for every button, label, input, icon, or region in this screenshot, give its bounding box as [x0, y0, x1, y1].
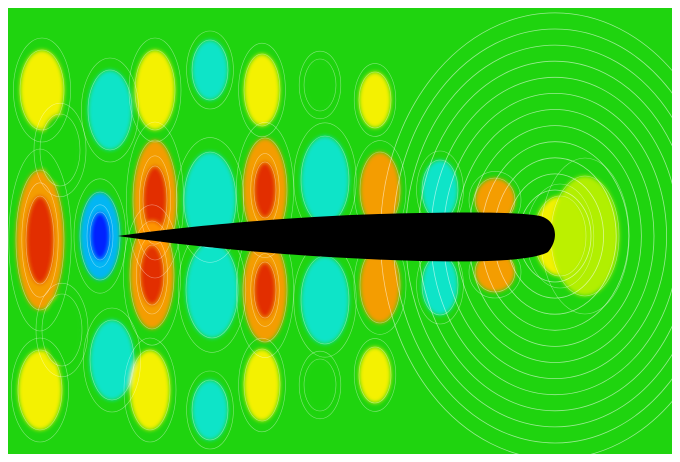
contour-line: [139, 155, 171, 245]
contour-line: [236, 122, 294, 258]
contour-line: [253, 161, 277, 219]
contour-line: [298, 50, 342, 120]
pressure-band: [304, 359, 336, 411]
contour-line: [17, 349, 63, 431]
pressure-band: [88, 70, 132, 150]
contour-line: [81, 57, 139, 163]
pressure-band: [360, 152, 400, 228]
pressure-band: [475, 178, 515, 222]
pressure-band: [244, 349, 280, 421]
contour-line: [253, 261, 277, 319]
contour-line: [134, 49, 176, 131]
contour-line: [13, 37, 71, 143]
pressure-band: [422, 160, 458, 220]
pressure-band: [359, 72, 391, 128]
contour-line: [303, 58, 337, 112]
contour-line: [243, 348, 281, 422]
contour-line: [19, 49, 65, 131]
contour-line: [175, 137, 245, 263]
contour-line: [358, 71, 392, 129]
contour-line: [15, 169, 65, 311]
contour-line: [238, 337, 286, 433]
pressure-band: [20, 50, 64, 130]
pressure-band: [130, 350, 170, 430]
contour-line: [250, 253, 280, 327]
airfoil: [118, 212, 555, 262]
contour-line: [89, 211, 111, 261]
contour-line: [353, 338, 397, 412]
pressure-band: [42, 294, 82, 366]
pressure-band: [422, 255, 458, 315]
pressure-band: [26, 196, 54, 284]
pressure-band: [301, 136, 349, 224]
pressure-band: [90, 320, 134, 400]
pressure-band: [192, 380, 228, 440]
contour-line: [132, 139, 178, 261]
contour-line: [129, 220, 175, 330]
contour-line: [87, 69, 133, 151]
contour-line: [86, 204, 114, 268]
pressure-band: [40, 114, 80, 186]
contour-line: [186, 30, 234, 110]
contour-line: [139, 244, 165, 306]
contour-line: [41, 293, 83, 367]
contour-line: [186, 370, 234, 450]
contour-line: [123, 337, 177, 443]
contour-line: [83, 307, 141, 413]
contour-line: [25, 195, 55, 285]
pressure-band: [18, 350, 62, 430]
contour-line: [39, 113, 81, 187]
contour-line: [123, 204, 181, 346]
pressure-band: [304, 59, 336, 111]
contour-line: [89, 319, 135, 401]
contour-line: [129, 349, 171, 431]
contour-line: [183, 151, 237, 249]
pressure-band: [359, 347, 391, 403]
pressure-field: [16, 40, 619, 440]
pressure-band: [186, 242, 238, 338]
contour-line: [191, 39, 229, 101]
contour-line: [11, 337, 69, 443]
contour-line: [238, 42, 286, 138]
pressure-band: [254, 162, 276, 218]
pressure-band: [244, 54, 280, 126]
contour-line: [243, 53, 281, 127]
contour-line: [303, 358, 337, 412]
pressure-band: [301, 256, 349, 344]
contour-line: [298, 350, 342, 420]
pressure-band: [140, 245, 164, 305]
pressure-band: [90, 212, 110, 260]
contour-line: [33, 102, 87, 198]
contour-line: [126, 121, 184, 279]
contour-line: [353, 63, 397, 137]
pressure-band: [254, 262, 276, 318]
pressure-band: [135, 50, 175, 130]
contour-line: [191, 379, 229, 441]
contour-line: [8, 148, 72, 332]
pressure-band: [551, 176, 619, 296]
contour-line: [128, 37, 182, 143]
contour-line: [358, 346, 392, 404]
pressure-band: [360, 247, 400, 323]
pressure-band: [192, 40, 228, 100]
contour-line: [21, 182, 59, 298]
contour-line: [35, 282, 89, 378]
pressure-band: [143, 166, 167, 234]
